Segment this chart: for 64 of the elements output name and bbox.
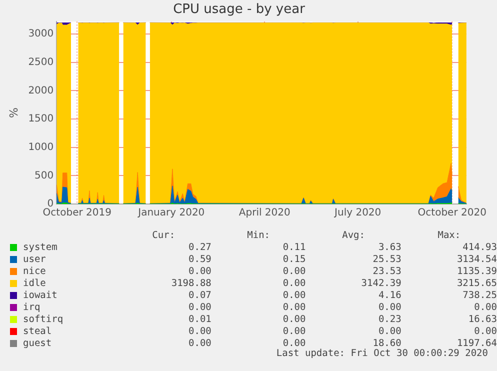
text: 18.60: [372, 338, 402, 349]
text: 0.00: [282, 302, 306, 314]
text: 0.00: [282, 326, 306, 338]
legend-label: idle: [22, 278, 47, 290]
chart-title: CPU usage - by year: [173, 2, 306, 18]
legend-label: nice: [22, 266, 47, 278]
text: 414.93: [462, 242, 497, 254]
text: Max:: [436, 230, 462, 242]
legend-label: irq: [22, 302, 42, 314]
y-tick-label: 3000: [28, 28, 54, 40]
legend-label: steal: [22, 326, 53, 338]
text: 3.63: [377, 242, 402, 254]
legend-label: user: [22, 254, 47, 266]
text: 0.23: [377, 314, 402, 326]
legend-label: guest: [22, 338, 53, 350]
text: 738.25: [462, 290, 497, 302]
legend-label: system: [22, 242, 58, 254]
text: 23.53: [372, 266, 402, 278]
text: 3215.65: [456, 278, 497, 290]
text: 0.00: [282, 338, 306, 349]
text: 0.00: [188, 326, 212, 338]
text: 1135.39: [456, 266, 497, 278]
text: 0.00: [377, 302, 402, 314]
y-axis-title: %: [7, 108, 20, 118]
text: 0.01: [188, 314, 212, 326]
legend-label: softirq: [22, 314, 64, 326]
text: 0.07: [188, 290, 212, 302]
y-tick-label: 500: [34, 170, 54, 182]
text: Avg:: [341, 230, 366, 242]
text: 0.15: [282, 254, 306, 266]
text: Cur:: [151, 230, 176, 242]
text: 25.53: [372, 254, 402, 266]
text: 1197.64: [456, 338, 497, 349]
text: 3134.54: [456, 254, 497, 266]
text: 0.00: [473, 326, 497, 338]
text: 0.11: [282, 242, 306, 254]
x-tick-label: July 2020: [334, 208, 382, 219]
text: 0.00: [282, 266, 306, 278]
text: 0.00: [188, 266, 212, 278]
y-tick-label: 2500: [28, 56, 54, 68]
x-tick-label: April 2020: [238, 208, 290, 219]
y-tick-label: 1500: [28, 114, 54, 125]
text: 0.00: [282, 290, 306, 302]
text: 0.00: [473, 302, 497, 314]
text: 0.00: [377, 326, 402, 338]
text: 3198.88: [170, 278, 212, 290]
text: 16.63: [467, 314, 497, 326]
x-tick-label: October 2019: [42, 208, 112, 219]
y-tick-label: 0: [47, 198, 54, 210]
text: Last update: Fri Oct 30 00:00:29 2020: [276, 348, 488, 359]
x-tick-label: October 2020: [418, 208, 486, 219]
text: 0.59: [188, 254, 212, 266]
text: Min:: [246, 230, 272, 242]
text: 0.00: [282, 278, 306, 290]
legend-label: iowait: [22, 290, 58, 302]
text: 0.00: [188, 338, 212, 350]
y-tick-label: 2000: [28, 85, 54, 96]
text: 3142.39: [360, 278, 402, 290]
text: 4.16: [377, 290, 402, 302]
text: 0.00: [282, 314, 306, 326]
text: 0.00: [188, 302, 212, 314]
text: 0.27: [188, 242, 212, 254]
x-tick-label: January 2020: [137, 208, 205, 219]
y-tick-label: 1000: [28, 142, 54, 153]
